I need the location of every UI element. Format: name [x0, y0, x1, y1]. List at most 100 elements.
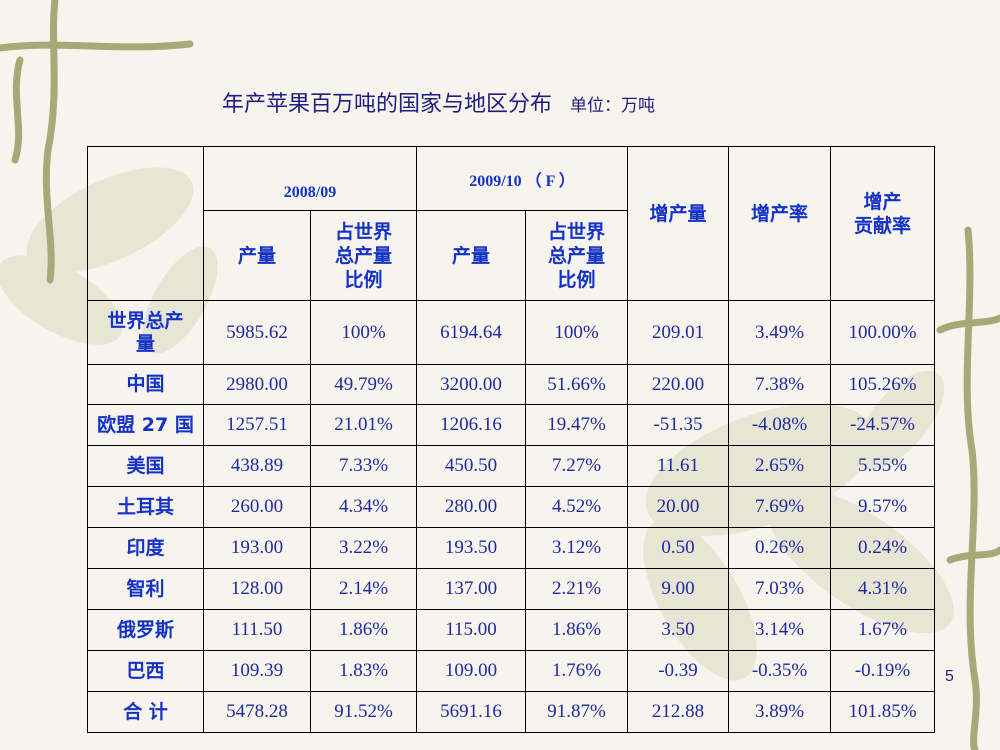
value-cell: -0.39	[627, 650, 730, 692]
value-cell: 109.00	[416, 650, 527, 692]
value-cell: 51.66%	[525, 364, 629, 405]
value-cell: 3.49%	[728, 300, 832, 365]
value-cell: 3.50	[627, 609, 730, 651]
table-row: 合 计 5478.28 91.52% 5691.16 91.87% 212.88 3.89%…	[87, 691, 936, 733]
value-cell: 20.00	[627, 486, 730, 528]
output-label: 产量	[237, 244, 276, 267]
value-cell: 193.00	[203, 527, 311, 569]
header-output-2: 产量	[416, 210, 527, 301]
value-cell: 21.01%	[309, 404, 418, 446]
output-label: 产量	[452, 244, 491, 267]
row-name-cell: 欧盟 27 国	[87, 404, 204, 446]
contribution-label-line-2: 贡献率	[854, 214, 912, 237]
value-cell: 91.52%	[309, 691, 418, 733]
header-output-1: 产量	[203, 210, 311, 301]
value-cell: 5.55%	[830, 445, 936, 487]
row-name-text: 土耳其	[116, 495, 174, 518]
value-cell: 6194.64	[416, 300, 527, 365]
row-name-text: 世界总产	[107, 309, 184, 332]
value-cell: 49.79%	[309, 364, 418, 405]
row-name-text: 欧盟 27 国	[97, 413, 194, 436]
value-cell: 1.67%	[830, 609, 936, 651]
share-label-line-2: 总产量	[335, 244, 393, 267]
value-cell: 4.34%	[309, 486, 418, 528]
value-cell: 212.88	[627, 691, 730, 733]
value-cell: 100%	[525, 300, 629, 365]
share-label-line-1: 占世界	[548, 220, 606, 243]
value-cell: 1257.51	[203, 404, 311, 446]
page-number: 5	[945, 668, 954, 685]
value-cell: 128.00	[203, 568, 311, 610]
header-period-2: 2009/10 （ F ）	[416, 146, 629, 211]
value-cell: 9.57%	[830, 486, 936, 528]
share-label-line-2: 总产量	[548, 244, 606, 267]
value-cell: 3.22%	[309, 527, 418, 569]
value-cell: 7.33%	[309, 445, 418, 487]
table-row: 欧盟 27 国 1257.51 21.01% 1206.16 19.47% -51.35-…	[87, 404, 936, 446]
value-cell: 1206.16	[416, 404, 527, 446]
row-name-text: 合 计	[123, 700, 168, 723]
value-cell: 105.26%	[830, 364, 936, 405]
share-label-line-3: 比例	[344, 268, 383, 291]
table-body: 世界总产量 5985.62 100% 6194.64 100% 209.01 3.49% 10…	[87, 300, 936, 733]
value-cell: 100%	[309, 300, 418, 365]
value-cell: 280.00	[416, 486, 527, 528]
value-cell: 7.38%	[728, 364, 832, 405]
value-cell: 101.85%	[830, 691, 936, 733]
value-cell: 4.31%	[830, 568, 936, 610]
value-cell: 3.89%	[728, 691, 832, 733]
row-name-cell: 合 计	[87, 691, 204, 733]
row-name-cell: 中国	[87, 364, 204, 405]
row-name-text: 智利	[126, 577, 165, 600]
table-row: 世界总产量 5985.62 100% 6194.64 100% 209.01 3.49% 10…	[87, 300, 936, 365]
header-share-1: 占世界 总产量 比例	[309, 210, 418, 301]
row-name-cell: 智利	[87, 568, 204, 610]
value-cell: 7.27%	[525, 445, 629, 487]
value-cell: 111.50	[203, 609, 311, 651]
increase-rate-label: 增产率	[751, 202, 809, 225]
value-cell: 193.50	[416, 527, 527, 569]
value-cell: 1.86%	[309, 609, 418, 651]
period-2-label: 2009/10 （ F ）	[469, 173, 575, 190]
period-1-label: 2008/09	[283, 184, 337, 201]
row-name-cell: 印度	[87, 527, 204, 569]
share-label-line-1: 占世界	[335, 220, 393, 243]
increase-label: 增产量	[649, 202, 707, 225]
value-cell: 5691.16	[416, 691, 527, 733]
value-cell: 260.00	[203, 486, 311, 528]
header-corner-cell	[87, 146, 204, 301]
value-cell: 5478.28	[203, 691, 311, 733]
value-cell: 11.61	[627, 445, 730, 487]
value-cell: 2.14%	[309, 568, 418, 610]
header-period-1: 2008/09	[202, 146, 418, 211]
header-contribution: 增产 贡献率	[830, 146, 936, 301]
row-name-cell: 俄罗斯	[87, 609, 204, 651]
header-increase: 增产量	[627, 146, 730, 301]
value-cell: 1.76%	[525, 650, 629, 692]
table-row: 俄罗斯 111.50 1.86% 115.00 1.86% 3.50 3.14% 1.67%	[87, 609, 936, 651]
value-cell: -51.35	[627, 404, 730, 446]
value-cell: 2980.00	[203, 364, 311, 405]
row-name-cell: 世界总产量	[87, 300, 204, 365]
value-cell: 100.00%	[830, 300, 936, 365]
apple-production-table: 2008/09 2009/10 （ F ） 增产量 增产率 增产 贡献率 产量 …	[87, 146, 936, 733]
value-cell: 2.21%	[525, 568, 629, 610]
table-row: 智利 128.00 2.14% 137.00 2.21% 9.00 7.03% 4.31%	[87, 568, 936, 610]
value-cell: 19.47%	[525, 404, 629, 446]
share-label-line-3: 比例	[557, 268, 596, 291]
row-name-cell: 巴西	[87, 650, 204, 692]
row-name-cell: 美国	[87, 445, 204, 487]
title-text: 年产苹果百万吨的国家与地区分布	[222, 92, 553, 117]
value-cell: -0.35%	[728, 650, 832, 692]
value-cell: 0.24%	[830, 527, 936, 569]
value-cell: 115.00	[416, 609, 527, 651]
value-cell: 7.03%	[728, 568, 832, 610]
slide-title: 年产苹果百万吨的国家与地区分布 单位：万吨	[222, 86, 655, 118]
value-cell: 3200.00	[416, 364, 527, 405]
header-share-2: 占世界 总产量 比例	[525, 210, 629, 301]
value-cell: 4.52%	[525, 486, 629, 528]
value-cell: 7.69%	[728, 486, 832, 528]
value-cell: 5985.62	[203, 300, 311, 365]
header-row-1: 2008/09 2009/10 （ F ） 增产量 增产率 增产 贡献率	[87, 146, 936, 301]
row-name-text: 美国	[126, 454, 165, 477]
